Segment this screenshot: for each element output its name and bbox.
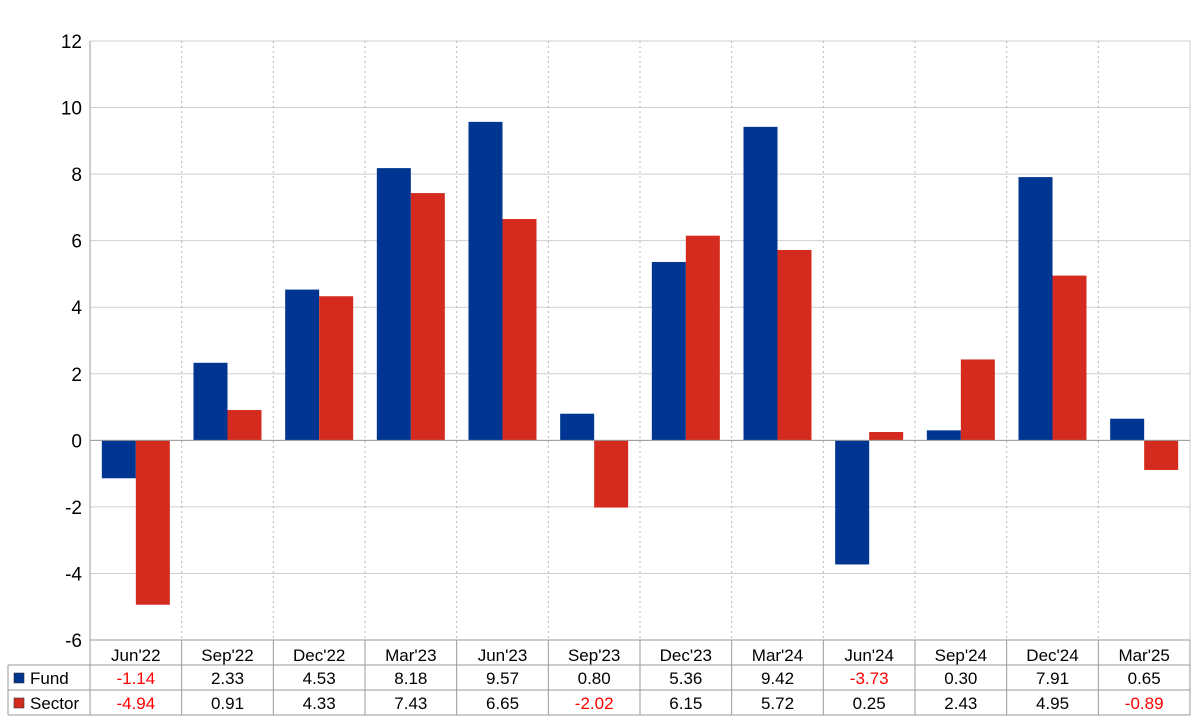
legend-swatch-fund <box>13 672 25 684</box>
data-label: 0.91 <box>211 694 244 713</box>
y-tick-label: 10 <box>61 99 82 120</box>
bar-fund <box>1110 418 1145 441</box>
bar-fund <box>926 430 961 441</box>
y-tick-label: 2 <box>71 365 82 386</box>
bar-fund <box>376 168 411 441</box>
data-label: 7.91 <box>1036 669 1069 688</box>
x-tick-label: Sep'23 <box>568 646 620 665</box>
x-tick-label: Jun'24 <box>844 646 894 665</box>
bar-sector <box>685 235 720 441</box>
data-label: 8.18 <box>394 669 427 688</box>
bar-sector <box>319 296 354 441</box>
data-label: 0.65 <box>1128 669 1161 688</box>
bar-sector <box>777 249 812 441</box>
data-label: 7.43 <box>394 694 427 713</box>
x-tick-label: Jun'22 <box>111 646 161 665</box>
data-label: 5.72 <box>761 694 794 713</box>
legend-label-fund: Fund <box>30 669 69 688</box>
data-table <box>7 639 1191 716</box>
y-tick-label: -4 <box>65 564 82 585</box>
y-tick-label: -2 <box>65 498 82 519</box>
x-tick-label: Sep'22 <box>201 646 253 665</box>
bar-sector <box>960 359 995 441</box>
y-tick-label: 0 <box>71 431 82 452</box>
bar-sector <box>594 440 629 508</box>
bar-sector <box>135 440 170 605</box>
data-label: -2.02 <box>575 694 614 713</box>
y-tick-label: -6 <box>65 631 82 652</box>
bar-sector <box>227 410 262 441</box>
data-label: -4.94 <box>116 694 155 713</box>
data-label: 4.53 <box>303 669 336 688</box>
legend-swatch-sector <box>13 697 25 709</box>
y-tick-label: 6 <box>71 232 82 253</box>
data-label: 4.95 <box>1036 694 1069 713</box>
y-tick-label: 12 <box>61 32 82 53</box>
bar-sector <box>410 193 445 441</box>
bar-sector <box>1144 440 1179 470</box>
data-label: -3.73 <box>850 669 889 688</box>
data-label: 9.57 <box>486 669 519 688</box>
bar-fund <box>101 440 136 479</box>
bar-fund <box>193 362 228 441</box>
data-label: 0.80 <box>578 669 611 688</box>
bar-fund <box>560 413 595 441</box>
x-tick-label: Mar'23 <box>385 646 436 665</box>
data-label: 9.42 <box>761 669 794 688</box>
x-tick-label: Mar'24 <box>752 646 803 665</box>
y-tick-label: 4 <box>71 298 82 319</box>
data-label: 5.36 <box>669 669 702 688</box>
x-tick-label: Dec'22 <box>293 646 345 665</box>
y-tick-label: 8 <box>71 165 82 186</box>
data-label: 6.65 <box>486 694 519 713</box>
data-label: 2.43 <box>944 694 977 713</box>
data-label: 0.30 <box>944 669 977 688</box>
x-tick-label: Jun'23 <box>478 646 528 665</box>
data-label: -1.14 <box>116 669 155 688</box>
x-tick-label: Dec'23 <box>660 646 712 665</box>
grid-lines <box>89 40 1191 641</box>
x-tick-label: Mar'25 <box>1118 646 1169 665</box>
bar-fund <box>651 261 686 441</box>
data-label: 6.15 <box>669 694 702 713</box>
data-label: 2.33 <box>211 669 244 688</box>
bar-fund <box>743 126 778 441</box>
bar-sector <box>869 432 904 441</box>
bar-fund <box>468 121 503 441</box>
bar-fund <box>285 289 320 441</box>
bar-sector <box>502 219 537 441</box>
legend-label-sector: Sector <box>30 694 79 713</box>
bar-sector <box>1052 275 1087 441</box>
data-label: 4.33 <box>303 694 336 713</box>
data-label: 0.25 <box>853 694 886 713</box>
bars-group <box>101 121 1179 605</box>
x-tick-label: Sep'24 <box>935 646 987 665</box>
x-tick-label: Dec'24 <box>1026 646 1078 665</box>
bar-fund <box>835 440 870 565</box>
data-label: -0.89 <box>1125 694 1164 713</box>
bar-fund <box>1018 177 1053 441</box>
